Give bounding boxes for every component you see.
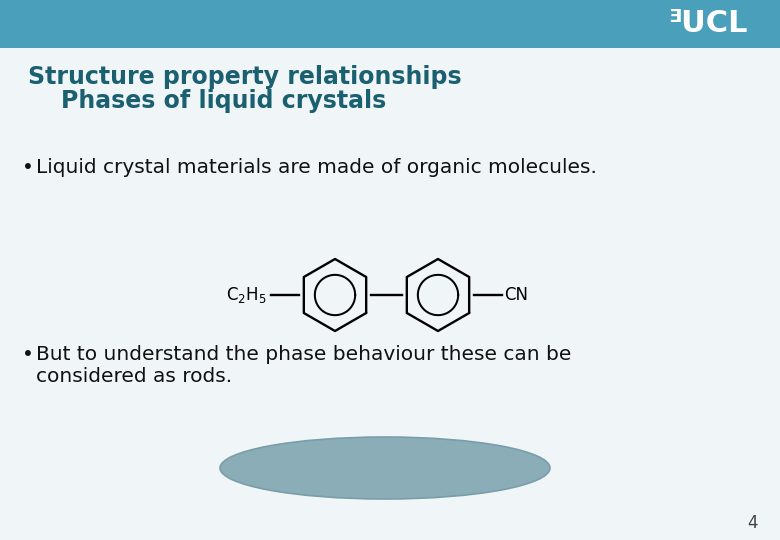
Text: Phases of liquid crystals: Phases of liquid crystals xyxy=(28,89,386,113)
Text: Structure property relationships: Structure property relationships xyxy=(28,65,462,89)
Text: considered as rods.: considered as rods. xyxy=(36,367,232,386)
Text: •: • xyxy=(22,158,34,177)
Ellipse shape xyxy=(220,437,550,499)
Text: ᴲUCL: ᴲUCL xyxy=(668,10,748,38)
Text: But to understand the phase behaviour these can be: But to understand the phase behaviour th… xyxy=(36,345,572,364)
Text: CN: CN xyxy=(504,286,528,304)
Text: Liquid crystal materials are made of organic molecules.: Liquid crystal materials are made of org… xyxy=(36,158,597,177)
Text: •: • xyxy=(22,345,34,364)
Text: C$_2$H$_5$: C$_2$H$_5$ xyxy=(226,285,267,305)
Text: 4: 4 xyxy=(747,514,758,532)
Bar xyxy=(0,0,780,48)
